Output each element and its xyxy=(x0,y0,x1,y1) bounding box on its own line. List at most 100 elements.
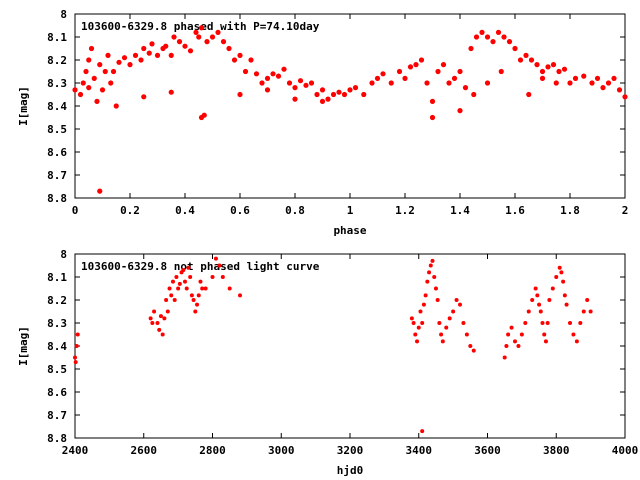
data-point xyxy=(183,279,187,284)
data-point xyxy=(578,321,583,325)
data-point xyxy=(200,286,205,291)
data-point xyxy=(526,91,532,98)
data-point xyxy=(501,34,507,40)
data-point xyxy=(533,286,538,291)
data-point xyxy=(209,34,216,40)
data-point xyxy=(504,344,509,348)
data-point xyxy=(198,279,203,284)
data-point xyxy=(512,45,518,52)
data-point xyxy=(484,34,491,40)
data-point xyxy=(428,263,433,268)
y-tick-label: 8.6 xyxy=(47,146,67,159)
data-point xyxy=(146,50,152,56)
phased-light-curve-panel: 0 0.2 0.4 0.6 0.8 1 1.2 1.4 1.6 1.8 2 8 8.1 8.2 8.3 8.4… xyxy=(17,8,628,237)
data-point xyxy=(462,85,469,91)
x-tick-label: 0 xyxy=(72,204,79,217)
data-point xyxy=(557,265,562,270)
data-point xyxy=(121,55,128,61)
data-point xyxy=(413,62,419,68)
data-point xyxy=(74,344,79,348)
data-point xyxy=(589,80,595,86)
data-point xyxy=(186,265,191,270)
data-point xyxy=(539,68,546,75)
data-point xyxy=(149,41,155,47)
data-point xyxy=(411,321,416,325)
data-point xyxy=(102,68,108,75)
data-point xyxy=(588,309,593,314)
y-tick-label: 8 xyxy=(60,8,67,21)
data-point xyxy=(196,293,201,298)
data-point xyxy=(506,39,513,45)
data-point xyxy=(182,43,188,49)
data-point xyxy=(171,34,177,40)
x-tick-label: 3400 xyxy=(406,444,433,457)
x-axis-title: hjd0 xyxy=(337,464,364,477)
data-point xyxy=(517,57,524,63)
data-point xyxy=(336,89,342,95)
x-tick-label: 1 xyxy=(347,204,354,217)
data-point xyxy=(158,314,163,319)
data-point xyxy=(444,325,449,330)
data-point xyxy=(484,80,491,86)
data-point xyxy=(86,85,92,91)
data-point xyxy=(203,286,208,291)
data-point xyxy=(519,332,524,337)
data-point xyxy=(402,75,408,81)
data-point xyxy=(540,321,545,325)
data-point xyxy=(73,355,77,360)
data-point xyxy=(473,34,480,40)
data-point xyxy=(213,256,218,261)
data-point xyxy=(509,325,514,330)
data-point xyxy=(545,64,551,70)
data-point xyxy=(165,309,170,314)
data-point xyxy=(72,87,78,93)
data-point xyxy=(195,302,200,307)
data-point xyxy=(132,52,139,59)
data-point xyxy=(176,39,183,45)
data-point xyxy=(498,68,504,75)
data-point xyxy=(547,298,552,302)
data-point xyxy=(550,62,557,68)
data-point xyxy=(201,112,207,118)
data-point xyxy=(418,57,425,63)
data-point xyxy=(91,75,97,81)
data-point xyxy=(554,275,559,279)
data-point xyxy=(523,52,529,59)
y-tick-label: 8.3 xyxy=(47,317,67,330)
y-axis-title: I[mag] xyxy=(17,326,30,366)
data-point xyxy=(622,94,628,100)
data-point xyxy=(73,360,78,365)
data-point xyxy=(421,302,426,307)
data-point xyxy=(160,332,165,337)
y-tick-label: 8.4 xyxy=(47,340,67,353)
data-point xyxy=(495,29,502,35)
data-point xyxy=(347,87,353,93)
data-point xyxy=(545,321,550,325)
x-tick-label: 1.2 xyxy=(395,204,415,217)
data-point xyxy=(429,98,436,104)
data-point xyxy=(162,316,167,321)
data-point xyxy=(435,68,441,75)
data-point xyxy=(430,258,435,263)
data-point xyxy=(439,332,444,337)
data-point xyxy=(611,75,617,81)
data-point xyxy=(264,75,271,81)
data-point xyxy=(535,293,540,298)
data-point xyxy=(447,316,452,321)
data-point xyxy=(429,114,436,121)
data-point xyxy=(264,87,271,93)
data-point xyxy=(303,82,309,88)
data-point xyxy=(292,96,298,102)
data-point xyxy=(423,293,428,298)
data-point xyxy=(155,321,160,325)
data-point xyxy=(163,43,169,49)
data-point xyxy=(616,87,623,93)
data-point xyxy=(281,66,287,72)
data-point xyxy=(286,80,293,86)
data-point xyxy=(319,98,326,104)
y-tick-label: 8.8 xyxy=(47,192,67,205)
data-point xyxy=(537,302,542,307)
data-point xyxy=(542,332,547,337)
data-point xyxy=(581,73,587,79)
